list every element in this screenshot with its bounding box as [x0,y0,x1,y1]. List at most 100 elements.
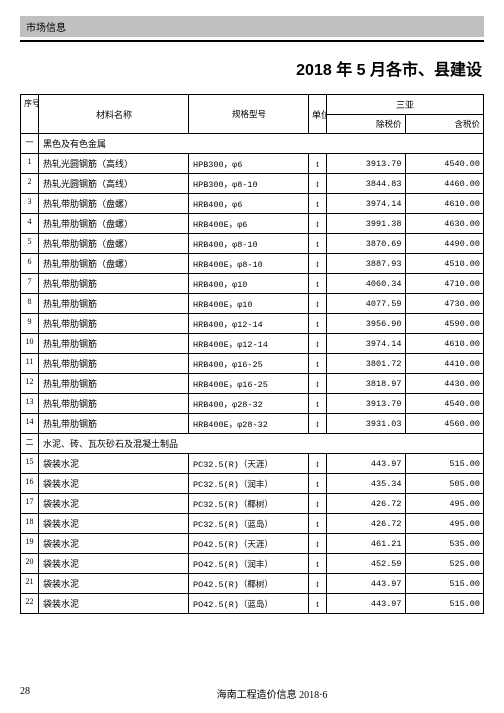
cell-spec: HRB400，φ28-32 [189,394,309,414]
cell-spec: HRB400，φ12-14 [189,314,309,334]
cell-price-excl: 3870.69 [327,234,406,254]
cell-idx: 9 [21,314,39,334]
cell-name: 热轧带肋钢筋（盘螺） [39,234,189,254]
table-row: 16袋装水泥PC32.5(R)（润丰）t435.34505.00 [21,474,484,494]
table-row: 8热轧带肋钢筋HRB400E，φ10t4077.594730.00 [21,294,484,314]
cell-name: 热轧光圆钢筋（高线） [39,174,189,194]
cell-name: 热轧带肋钢筋 [39,294,189,314]
table-row: 20袋装水泥PO42.5(R)（润丰）t452.59525.00 [21,554,484,574]
footer-source: 海南工程造价信息 2018·6 [60,686,484,701]
table-row: 12热轧带肋钢筋HRB400E，φ16-25t3818.974430.00 [21,374,484,394]
cell-price-excl: 4060.34 [327,274,406,294]
cell-price-excl: 4077.59 [327,294,406,314]
cell-price-incl: 505.00 [405,474,484,494]
col-price-excl: 除税价 [327,115,406,134]
table-row: 15袋装水泥PC32.5(R)（天涯）t443.97515.00 [21,454,484,474]
cell-price-excl: 3974.14 [327,194,406,214]
cell-name: 热轧带肋钢筋 [39,334,189,354]
cell-price-incl: 4410.00 [405,354,484,374]
cell-price-excl: 3974.14 [327,334,406,354]
cell-unit: t [309,214,327,234]
cell-unit: t [309,474,327,494]
cell-spec: HRB400E，φ8-10 [189,254,309,274]
cell-spec: HRB400，φ6 [189,194,309,214]
cell-unit: t [309,274,327,294]
cell-unit: t [309,174,327,194]
cell-price-incl: 4540.00 [405,154,484,174]
table-row: 19袋装水泥PO42.5(R)（天涯）t461.21535.00 [21,534,484,554]
cell-spec: PO42.5(R)（椰树） [189,574,309,594]
table-row: 5热轧带肋钢筋（盘螺）HRB400，φ8-10t3870.694490.00 [21,234,484,254]
cell-name: 热轧带肋钢筋 [39,414,189,434]
cell-name: 热轧带肋钢筋（盘螺） [39,254,189,274]
table-row: 13热轧带肋钢筋HRB400，φ28-32t3913.794540.00 [21,394,484,414]
cell-spec: HPB300，φ8-10 [189,174,309,194]
cell-idx: 4 [21,214,39,234]
cell-name: 袋装水泥 [39,574,189,594]
cell-spec: HRB400，φ10 [189,274,309,294]
cell-unit: t [309,294,327,314]
cell-idx: 7 [21,274,39,294]
cell-spec: PO42.5(R)（天涯） [189,534,309,554]
cell-spec: HRB400，φ8-10 [189,234,309,254]
cell-spec: HRB400E，φ16-25 [189,374,309,394]
cell-unit: t [309,154,327,174]
table-row: 22袋装水泥PO42.5(R)（蓝岛）t443.97515.00 [21,594,484,614]
cell-idx: 17 [21,494,39,514]
cell-name: 热轧带肋钢筋（盘螺） [39,194,189,214]
cell-price-incl: 4590.00 [405,314,484,334]
cell-price-excl: 452.59 [327,554,406,574]
cell-name: 袋装水泥 [39,454,189,474]
cell-idx: 19 [21,534,39,554]
cell-idx: 16 [21,474,39,494]
cell-price-incl: 4730.00 [405,294,484,314]
cell-unit: t [309,394,327,414]
cell-spec: HPB300，φ6 [189,154,309,174]
cell-price-incl: 4460.00 [405,174,484,194]
cell-price-incl: 4430.00 [405,374,484,394]
table-row: 二水泥、砖、瓦灰砂石及混凝土制品 [21,434,484,454]
cell-spec: HRB400，φ16-25 [189,354,309,374]
page-number: 28 [20,686,60,701]
cell-spec: HRB400E，φ6 [189,214,309,234]
cell-price-incl: 4610.00 [405,194,484,214]
col-price-incl: 含税价 [405,115,484,134]
cell-spec: HRB400E，φ10 [189,294,309,314]
table-row: 4热轧带肋钢筋（盘螺）HRB400E，φ6t3991.384630.00 [21,214,484,234]
cell-unit: t [309,374,327,394]
cell-unit: t [309,574,327,594]
cell-name: 袋装水泥 [39,494,189,514]
cell-price-excl: 426.72 [327,494,406,514]
cell-price-excl: 443.97 [327,574,406,594]
cell-price-incl: 4540.00 [405,394,484,414]
table-row: 11热轧带肋钢筋HRB400，φ16-25t3801.724410.00 [21,354,484,374]
cell-name: 袋装水泥 [39,514,189,534]
cell-name: 热轧带肋钢筋 [39,374,189,394]
col-unit: 单位 [309,95,327,134]
cell-unit: t [309,254,327,274]
cell-unit: t [309,514,327,534]
cell-idx: 10 [21,334,39,354]
table-row: 10热轧带肋钢筋HRB400E，φ12-14t3974.144610.00 [21,334,484,354]
cell-unit: t [309,194,327,214]
cell-idx: 11 [21,354,39,374]
cell-idx: 8 [21,294,39,314]
cell-price-incl: 515.00 [405,594,484,614]
cell-idx: 5 [21,234,39,254]
cell-price-excl: 3991.38 [327,214,406,234]
cell-name: 热轧带肋钢筋（盘螺） [39,214,189,234]
cell-price-incl: 4490.00 [405,234,484,254]
table-row: 1热轧光圆钢筋（高线）HPB300，φ6t3913.794540.00 [21,154,484,174]
cell-spec: PC32.5(R)（润丰） [189,474,309,494]
cell-price-incl: 4710.00 [405,274,484,294]
cell-idx: 20 [21,554,39,574]
cell-price-incl: 515.00 [405,574,484,594]
cell-name: 热轧带肋钢筋 [39,274,189,294]
col-index: 序号 [21,95,39,134]
cell-idx: 18 [21,514,39,534]
cell-name: 热轧带肋钢筋 [39,354,189,374]
table-row: 7热轧带肋钢筋HRB400，φ10t4060.344710.00 [21,274,484,294]
table-row: 18袋装水泥PC32.5(R)（蓝岛）t426.72495.00 [21,514,484,534]
cell-spec: HRB400E，φ28-32 [189,414,309,434]
cell-price-incl: 525.00 [405,554,484,574]
